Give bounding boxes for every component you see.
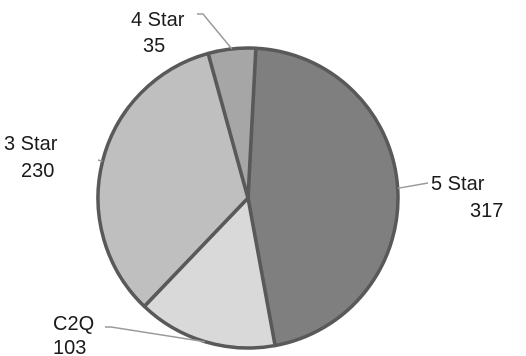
label-4-star-name: 4 Star bbox=[131, 9, 185, 31]
label-5-star-value: 317 bbox=[470, 200, 503, 222]
label-5-star-name: 5 Star bbox=[431, 173, 485, 195]
leader-line-c2q bbox=[105, 326, 206, 343]
pie-slice-4-star bbox=[206, 46, 258, 200]
label-c2q-value: 103 bbox=[53, 337, 86, 356]
leader-line-5-star bbox=[397, 182, 429, 190]
leader-lines bbox=[97, 13, 429, 343]
label-c2q-name: C2Q bbox=[53, 313, 94, 335]
pie-slice-c2q bbox=[142, 196, 277, 350]
label-3-star-name: 3 Star bbox=[4, 133, 58, 155]
leader-line-4-star bbox=[197, 13, 233, 50]
leader-line-3-star bbox=[97, 159, 103, 163]
pie-slice-5-star bbox=[246, 46, 400, 348]
label-4-star-value: 35 bbox=[143, 35, 165, 57]
label-3-star-value: 230 bbox=[21, 160, 54, 182]
pie-slices bbox=[96, 46, 400, 350]
